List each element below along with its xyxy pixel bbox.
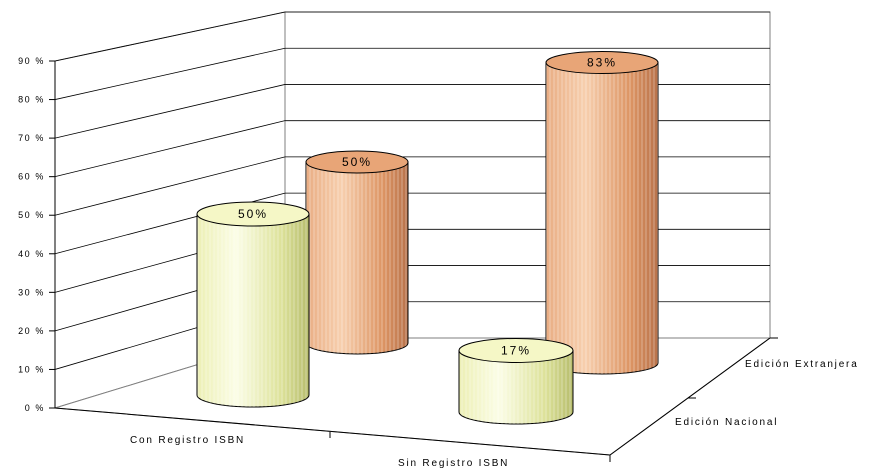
cylinder-bar: 17% xyxy=(458,337,574,425)
cylinder-bar: 50% xyxy=(196,201,310,408)
y-tick-label: 70 % xyxy=(18,133,45,143)
y-tick-label: 90 % xyxy=(18,56,45,66)
category-axis: Con Registro ISBN Sin Registro ISBN xyxy=(130,435,509,468)
cylinder-top xyxy=(305,150,409,174)
y-axis: 0 % 10 % 20 % 30 % 40 % 50 % 60 % 70 % 80 % 90 % xyxy=(18,56,55,413)
cylinder-bar: 83% xyxy=(545,51,659,375)
bars: 50% 83% 50% 17% xyxy=(196,51,659,425)
y-tick-label: 40 % xyxy=(18,249,45,259)
gridline xyxy=(54,11,286,62)
category-label: Sin Registro ISBN xyxy=(398,458,509,468)
series-axis-line xyxy=(609,337,771,456)
gridline xyxy=(54,120,286,178)
gridline xyxy=(54,156,286,216)
data-label: 17% xyxy=(501,343,531,357)
gridline xyxy=(54,84,286,139)
cylinder-top xyxy=(196,201,310,227)
data-label: 50% xyxy=(238,207,268,221)
gridline xyxy=(54,47,286,100)
cylinder-texture xyxy=(546,62,658,374)
data-label: 50% xyxy=(342,155,372,169)
y-tick-label: 30 % xyxy=(18,287,45,297)
y-tick-label: 10 % xyxy=(18,364,45,374)
series-label: Edición Extranjera xyxy=(745,359,859,370)
category-label: Con Registro ISBN xyxy=(130,435,245,446)
data-label: 83% xyxy=(587,56,617,70)
series-label: Edición Nacional xyxy=(675,417,778,428)
axis-marks xyxy=(54,61,778,462)
cylinder-top xyxy=(458,337,574,363)
cylinder-texture xyxy=(459,350,573,424)
y-tick-label: 0 % xyxy=(25,403,45,413)
y-tick-label: 80 % xyxy=(18,95,45,105)
cylinder-texture xyxy=(306,162,408,354)
cylinder-texture xyxy=(197,214,309,407)
y-tick-label: 20 % xyxy=(18,326,45,336)
y-tick-label: 60 % xyxy=(18,172,45,182)
y-tick-label: 50 % xyxy=(18,210,45,220)
cylinder-top xyxy=(545,51,659,75)
series-axis: Edición Nacional Edición Extranjera xyxy=(675,359,859,428)
category-axis-line xyxy=(54,407,611,456)
cylinder-bar: 50% xyxy=(305,150,409,355)
